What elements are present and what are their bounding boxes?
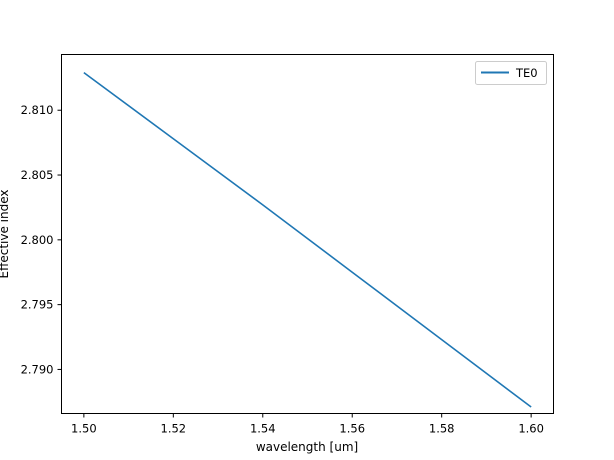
y-tick-label: 2.810 — [21, 103, 54, 117]
legend: TE0 — [475, 61, 547, 85]
x-tick-label: 1.50 — [71, 422, 97, 436]
plot-area — [61, 54, 554, 414]
x-tick-label: 1.56 — [339, 422, 365, 436]
x-tick-label: 1.58 — [429, 422, 455, 436]
y-tick-label: 2.795 — [21, 298, 54, 312]
x-axis-ticks: 1.50 1.52 1.54 1.56 1.58 1.60 — [71, 413, 544, 436]
y-tick-label: 2.800 — [21, 233, 54, 247]
y-tick-label: 2.790 — [21, 362, 54, 376]
x-axis-label: wavelength [um] — [256, 440, 358, 454]
legend-box — [475, 61, 547, 85]
y-axis-label: Effective index — [0, 190, 11, 279]
y-axis-ticks: 2.790 2.795 2.800 2.805 2.810 — [21, 103, 62, 376]
series-layer — [83, 71, 532, 408]
y-tick-label: 2.805 — [21, 168, 54, 182]
x-tick-label: 1.52 — [161, 422, 187, 436]
legend-label-te0: TE0 — [515, 66, 538, 80]
series-line-te0 — [83, 71, 532, 408]
x-tick-label: 1.54 — [250, 422, 276, 436]
x-tick-label: 1.60 — [518, 422, 544, 436]
